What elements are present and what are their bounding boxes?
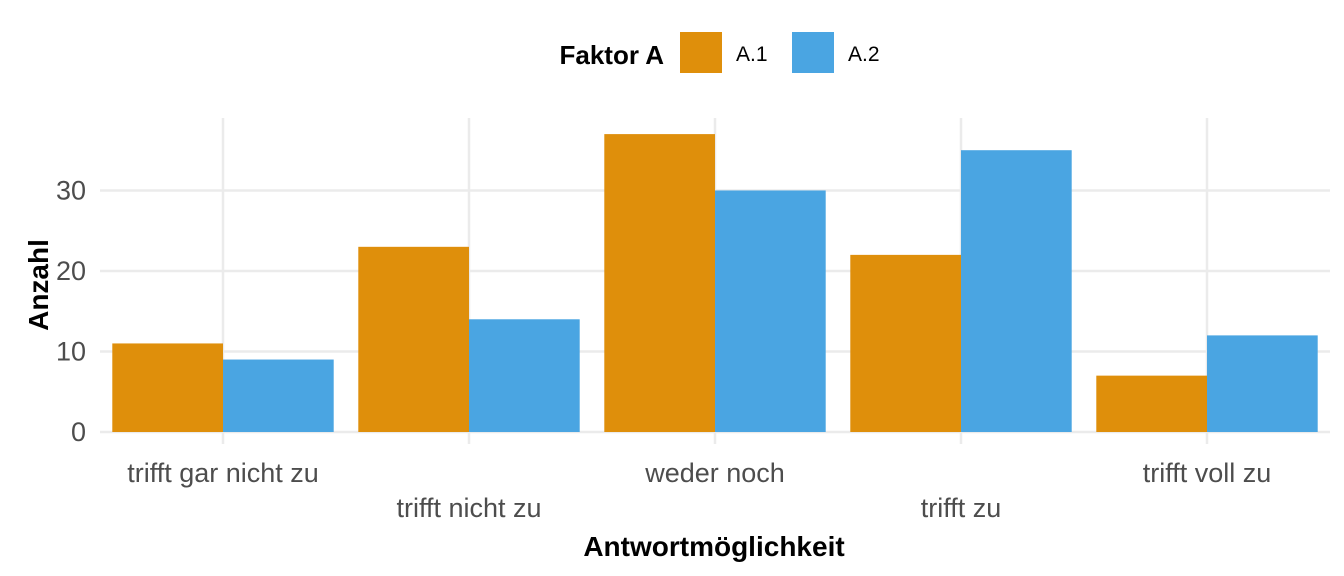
bar-a1-4 [1096,375,1207,432]
legend-label: A.2 [848,43,880,66]
y-axis-ticks: 0 10 20 30 [56,175,86,447]
legend-key-a1 [680,32,722,73]
y-tick-label: 30 [56,175,86,205]
x-tick-label: weder noch [644,458,785,488]
bar-a2-0 [223,359,334,432]
x-axis-ticks: trifft gar nicht zu trifft nicht zu weder … [127,458,1271,523]
legend: Faktor A A.1 A.2 [560,32,880,73]
y-tick-label: 0 [71,417,86,447]
bar-a2-2 [715,190,826,432]
bar-a2-1 [469,319,580,432]
legend-title: Faktor A [560,40,665,70]
y-axis-title: Anzahl [23,239,54,331]
bar-a1-0 [112,343,223,432]
x-tick-label: trifft nicht zu [396,493,541,523]
x-axis-title: Antwortmöglichkeit [583,531,844,562]
x-tick-label: trifft voll zu [1143,458,1272,488]
bar-a1-3 [850,254,961,432]
y-tick-label: 20 [56,256,86,286]
bars [112,134,1318,432]
bar-a2-4 [1207,335,1318,432]
bar-a2-3 [961,150,1072,432]
x-tick-label: trifft zu [921,493,1002,523]
bar-a1-1 [358,246,469,432]
y-tick-label: 10 [56,336,86,366]
legend-key-a2 [792,32,834,73]
legend-label: A.1 [736,43,768,66]
bar-a1-2 [604,134,715,432]
x-tick-label: trifft gar nicht zu [127,458,319,488]
